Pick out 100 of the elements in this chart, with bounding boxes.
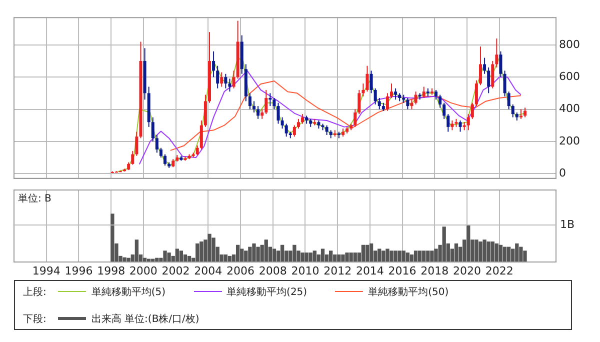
candlestick — [442, 102, 446, 120]
legend-label: 出来高 単位:(B株/口/枚) — [91, 312, 200, 326]
bar — [353, 252, 357, 262]
candlestick — [151, 116, 154, 142]
candlestick — [362, 83, 365, 97]
candlestick — [280, 116, 284, 130]
candlestick — [487, 66, 490, 94]
candlestick — [256, 106, 260, 120]
bar — [490, 242, 494, 262]
candlestick — [479, 46, 482, 86]
bar — [422, 250, 426, 262]
bar — [208, 234, 212, 262]
y-tick-label: 200 — [559, 134, 580, 148]
ref-line-label: 1B — [560, 218, 575, 231]
bar — [312, 250, 316, 262]
candlestick — [422, 86, 426, 98]
candlestick — [131, 150, 134, 166]
candlestick — [366, 65, 369, 92]
bar — [502, 246, 507, 262]
candlestick — [491, 60, 494, 89]
candlestick — [474, 80, 478, 107]
bar — [426, 250, 430, 262]
candlestick — [466, 114, 470, 131]
bar — [402, 250, 406, 262]
candlestick — [511, 104, 514, 118]
candlestick — [216, 65, 220, 89]
legend-title: 上段: — [23, 286, 46, 298]
bar — [506, 246, 511, 262]
bar — [390, 250, 394, 262]
bar — [200, 242, 204, 262]
bar — [252, 243, 256, 262]
candlestick — [390, 83, 394, 98]
y-tick-label: 800 — [559, 38, 580, 51]
candlestick — [196, 144, 199, 156]
candlestick — [252, 100, 256, 113]
candlestick — [325, 124, 328, 136]
bar — [523, 250, 527, 262]
bar — [414, 250, 418, 262]
x-tick-label: 2014 — [356, 264, 384, 278]
candlestick — [450, 120, 454, 131]
y-tick-label: 400 — [559, 102, 580, 116]
bar — [196, 243, 200, 262]
candlestick — [503, 70, 506, 97]
candlestick — [232, 70, 236, 89]
bar — [418, 250, 422, 262]
bar — [236, 244, 240, 262]
candlestick — [272, 98, 276, 110]
candlestick — [284, 123, 288, 138]
bar — [329, 250, 333, 262]
x-tick-label: 2010 — [291, 264, 320, 278]
x-tick-label: 2006 — [226, 264, 255, 278]
bar — [240, 248, 244, 262]
x-tick-label: 2004 — [194, 264, 222, 278]
bar — [515, 243, 519, 262]
bar — [494, 243, 499, 262]
bar — [398, 250, 402, 262]
candlestick — [264, 89, 268, 115]
bar — [365, 244, 370, 262]
bar — [300, 252, 304, 262]
legend-title: 下段: — [23, 312, 46, 326]
bar — [122, 257, 126, 262]
candlestick — [268, 92, 272, 107]
bar — [244, 250, 248, 262]
candlestick — [159, 147, 162, 158]
y-tick-label: 600 — [559, 70, 580, 83]
legend-label: 単純移動平均(50) — [368, 286, 449, 298]
legend-label: 単純移動平均(5) — [91, 286, 166, 298]
candlestick — [212, 50, 216, 78]
candlestick — [386, 92, 389, 112]
bar — [474, 240, 478, 262]
bar — [248, 246, 252, 262]
bar — [434, 248, 438, 262]
bar — [394, 250, 398, 262]
candlestick — [495, 38, 498, 68]
candlestick — [434, 89, 438, 100]
bar — [212, 238, 216, 262]
bar — [498, 244, 503, 262]
legend-label: 単純移動平均(25) — [226, 286, 308, 298]
x-tick-label: 2012 — [324, 264, 352, 278]
candlestick — [155, 134, 158, 154]
bar — [167, 252, 171, 262]
candlestick — [301, 114, 304, 124]
candlestick — [228, 78, 232, 92]
bar — [430, 250, 434, 262]
bar — [175, 248, 179, 262]
bar — [320, 248, 325, 262]
x-tick-label: 2022 — [485, 264, 514, 278]
candlestick — [224, 73, 228, 89]
bar — [345, 252, 349, 262]
bar — [134, 240, 139, 262]
x-tick-label: 2018 — [420, 264, 449, 278]
candlestick — [458, 120, 462, 132]
x-tick-label: 1996 — [64, 264, 93, 278]
bar — [337, 254, 341, 262]
candlestick — [470, 102, 474, 120]
candlestick — [370, 70, 373, 94]
x-tick-label: 2000 — [129, 264, 158, 278]
candlestick — [410, 99, 414, 110]
x-tick-label: 2002 — [162, 264, 190, 278]
candlestick — [438, 94, 442, 108]
